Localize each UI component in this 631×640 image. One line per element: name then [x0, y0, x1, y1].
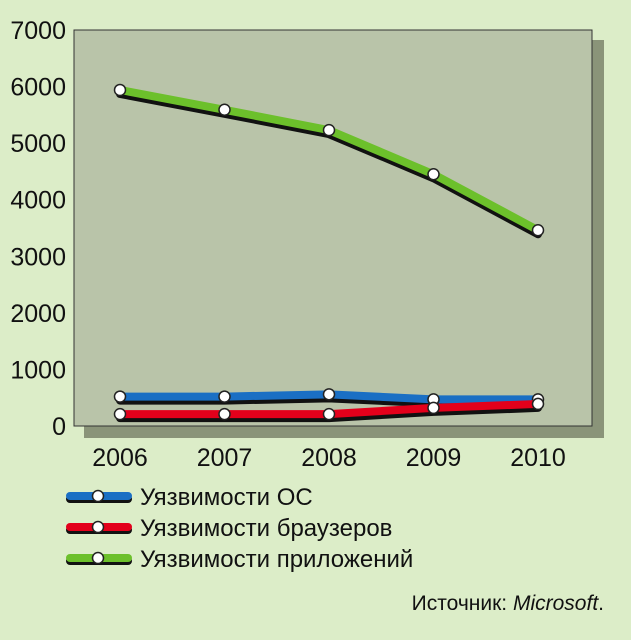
y-tick-label-7000: 7000 — [10, 17, 66, 45]
x-tick-label-2006: 2006 — [92, 444, 148, 472]
series-3-point-2010 — [531, 224, 545, 237]
plot-area — [73, 29, 593, 427]
series-2-point-2008 — [322, 407, 336, 421]
source-name: Microsoft — [513, 592, 599, 615]
source-credit: Источник: Microsoft. — [412, 592, 604, 615]
series-3-point-2006 — [113, 83, 127, 97]
y-tick-label-0: 0 — [52, 413, 66, 441]
series-1-point-2008 — [322, 388, 336, 401]
legend-label-1: Уязвимости ОС — [140, 484, 313, 511]
legend-marker-2 — [91, 520, 105, 534]
series-2-point-2007 — [218, 407, 231, 421]
series-2-point-2006 — [113, 407, 127, 421]
x-axis: 2006 2007 2008 2009 2010 — [92, 444, 566, 472]
x-tick-label-2008: 2008 — [301, 444, 357, 472]
legend-item-1: Уязвимости ОС — [66, 484, 313, 511]
series-3-point-2007 — [218, 103, 231, 117]
series-layer — [113, 83, 545, 423]
legend-marker-3 — [91, 551, 105, 565]
y-tick-label-3000: 3000 — [10, 243, 66, 271]
legend-item-3: Уязвимости приложений — [66, 546, 413, 573]
series-1-point-2007 — [218, 390, 231, 403]
series-3-point-2008 — [322, 123, 336, 137]
series-3 — [113, 83, 545, 239]
y-tick-label-2000: 2000 — [10, 300, 66, 328]
y-tick-label-1000: 1000 — [10, 356, 66, 384]
series-3-point-2009 — [427, 168, 440, 181]
legend-item-2: Уязвимости браузеров — [66, 515, 392, 542]
x-tick-label-2010: 2010 — [510, 444, 566, 472]
source-prefix: Источник: — [412, 592, 513, 615]
y-tick-label-4000: 4000 — [10, 187, 66, 215]
y-tick-label-5000: 5000 — [10, 130, 66, 158]
series-2 — [113, 397, 545, 423]
y-axis: 0 1000 2000 3000 4000 5000 6000 7000 — [10, 17, 66, 441]
y-tick-label-6000: 6000 — [10, 74, 66, 102]
x-tick-label-2007: 2007 — [197, 444, 253, 472]
x-tick-label-2009: 2009 — [406, 444, 462, 472]
legend-label-3: Уязвимости приложений — [140, 546, 413, 573]
series-2-point-2010 — [531, 397, 545, 411]
legend-marker-1 — [91, 489, 105, 503]
source-suffix: . — [598, 592, 604, 615]
legend: Уязвимости ОС Уязвимости браузеров Уязвимо… — [66, 484, 413, 573]
legend-label-2: Уязвимости браузеров — [140, 515, 392, 542]
series-2-point-2009 — [427, 401, 440, 415]
series-1-point-2006 — [113, 390, 127, 403]
